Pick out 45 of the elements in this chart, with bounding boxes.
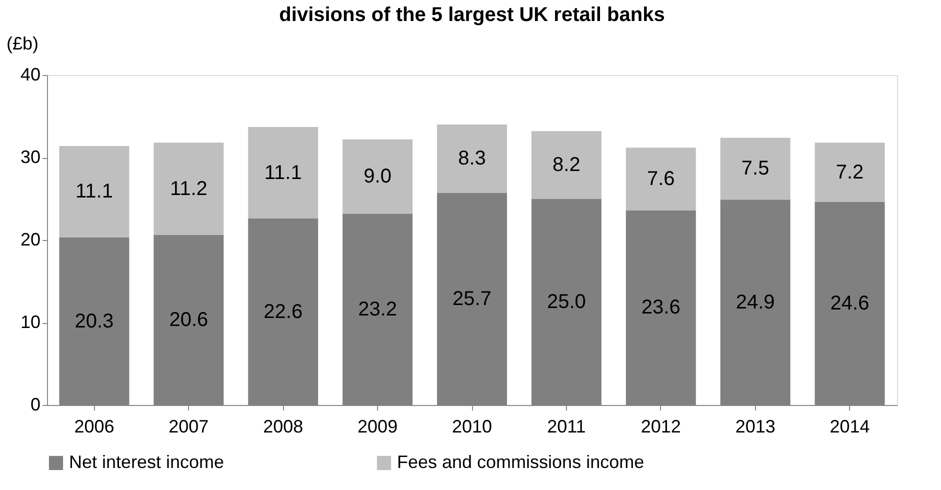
bar	[154, 142, 224, 236]
legend-label: Net interest income	[69, 452, 224, 472]
bar	[342, 139, 413, 214]
x-tick-label: 2009	[358, 416, 398, 436]
data-label: 25.7	[452, 288, 492, 310]
y-tick-label: 10	[20, 312, 40, 332]
data-label: 20.3	[74, 310, 114, 332]
data-label: 7.5	[741, 158, 770, 180]
bar	[626, 148, 696, 210]
y-tick-label: 20	[20, 230, 40, 250]
x-tick-label: 2012	[640, 416, 681, 436]
data-label: 8.2	[552, 154, 580, 176]
x-tick-label: 2007	[168, 416, 209, 436]
bar	[720, 138, 790, 200]
data-label: 9.0	[364, 165, 392, 188]
x-tick-label: 2010	[452, 416, 492, 436]
data-label: 11.1	[75, 180, 113, 203]
legend-label: Fees and commissions income	[397, 452, 644, 472]
x-tick-label: 2013	[735, 416, 776, 436]
data-label: 11.1	[264, 162, 302, 184]
bar	[59, 146, 130, 238]
x-tick-label: 2011	[547, 416, 586, 436]
y-tick-label: 30	[20, 147, 40, 167]
data-label: 22.6	[264, 300, 303, 323]
chart-title: divisions of the 5 largest UK retail banks	[279, 4, 665, 26]
bar	[437, 124, 507, 193]
data-label: 8.3	[458, 148, 486, 170]
y-tick-label: 0	[30, 394, 40, 414]
x-tick-label: 2006	[74, 416, 114, 436]
data-label: 20.6	[169, 309, 208, 332]
data-label: 23.2	[358, 298, 398, 320]
bar	[814, 142, 885, 202]
x-tick-label: 2014	[830, 416, 870, 436]
data-label: 24.6	[830, 292, 870, 315]
y-tick-label: 40	[20, 64, 40, 84]
data-label: 25.0	[546, 290, 586, 313]
data-label: 24.9	[736, 291, 775, 314]
data-label: 7.2	[836, 161, 864, 184]
data-label: 23.6	[641, 296, 680, 319]
y-axis-title: (£b)	[6, 34, 39, 54]
x-tick-label: 2008	[263, 416, 304, 436]
bar	[248, 126, 318, 219]
data-label: 11.2	[170, 178, 208, 200]
bar	[531, 131, 602, 199]
data-label: 7.6	[646, 168, 675, 190]
